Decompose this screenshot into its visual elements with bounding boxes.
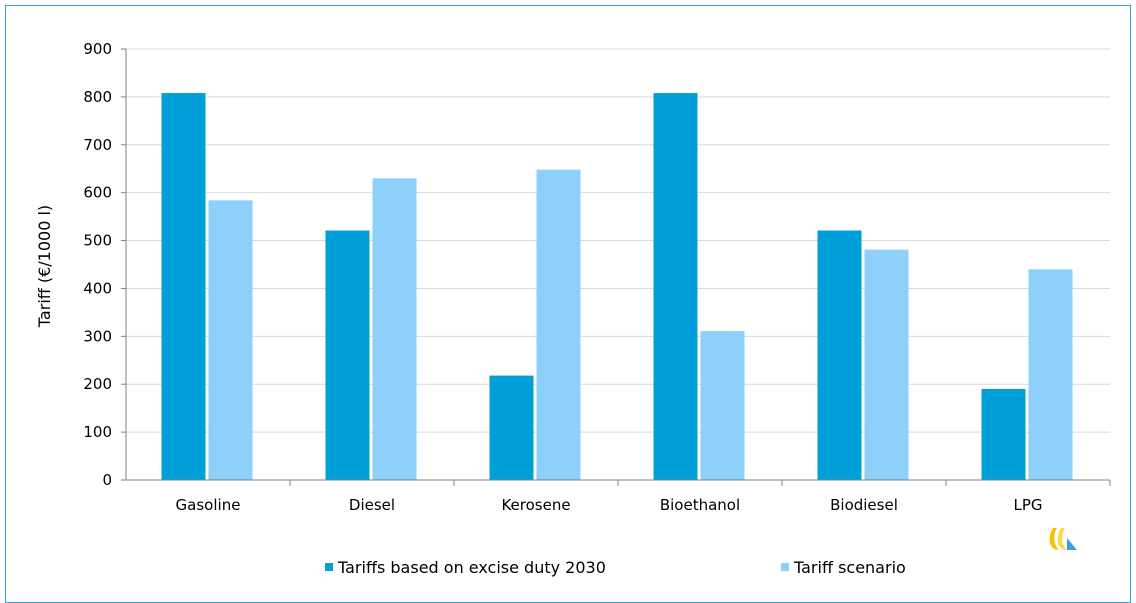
bar-bioethanol-series-1 [653, 93, 698, 481]
y-axis-title: Tariff (€/1000 l) [35, 205, 54, 328]
bar-lpg-series-1 [981, 389, 1026, 480]
legend-swatch-1 [325, 563, 333, 571]
y-tick-label-0: 0 [102, 471, 112, 489]
bar-gasoline-series-2 [208, 200, 253, 480]
x-tick-label-lpg: LPG [1013, 496, 1042, 514]
x-tick-label-diesel: Diesel [349, 496, 395, 514]
x-tick-label-biodiesel: Biodiesel [830, 496, 898, 514]
legend-label-2: Tariff scenario [793, 558, 906, 577]
y-tick-label-400: 400 [83, 279, 112, 297]
y-tick-label-800: 800 [83, 88, 112, 106]
bar-biodiesel-series-2 [864, 249, 909, 480]
legend-swatch-2 [781, 563, 789, 571]
wave-logo-icon [1049, 528, 1077, 550]
y-tick-label-600: 600 [83, 184, 112, 202]
y-tick-label-500: 500 [83, 232, 112, 250]
gridlines [126, 48, 1110, 433]
bar-lpg-series-2 [1028, 269, 1073, 480]
bar-kerosene-series-2 [536, 169, 581, 480]
y-tick-label-900: 900 [83, 40, 112, 58]
y-tick-label-100: 100 [83, 423, 112, 441]
x-tick-labels: Gasoline Diesel Kerosene Bioethanol Biodiese… [176, 496, 1043, 514]
bar-gasoline-series-1 [161, 93, 206, 481]
bar-kerosene-series-1 [489, 375, 534, 480]
axes [121, 48, 1111, 486]
y-tick-label-700: 700 [83, 136, 112, 154]
y-tick-labels: 0 100 200 300 400 500 600 700 800 900 [83, 40, 112, 489]
bars [161, 93, 1073, 481]
bar-diesel-series-2 [372, 178, 417, 481]
y-tick-label-300: 300 [83, 327, 112, 345]
bar-diesel-series-1 [325, 230, 370, 480]
legend: Tariffs based on excise duty 2030 Tariff … [325, 558, 906, 577]
bar-bioethanol-series-2 [700, 331, 745, 480]
bar-biodiesel-series-1 [817, 230, 862, 480]
x-tick-label-bioethanol: Bioethanol [660, 496, 740, 514]
x-tick-label-gasoline: Gasoline [176, 496, 241, 514]
x-tick-label-kerosene: Kerosene [501, 496, 570, 514]
y-tick-label-200: 200 [83, 375, 112, 393]
legend-label-1: Tariffs based on excise duty 2030 [337, 558, 606, 577]
